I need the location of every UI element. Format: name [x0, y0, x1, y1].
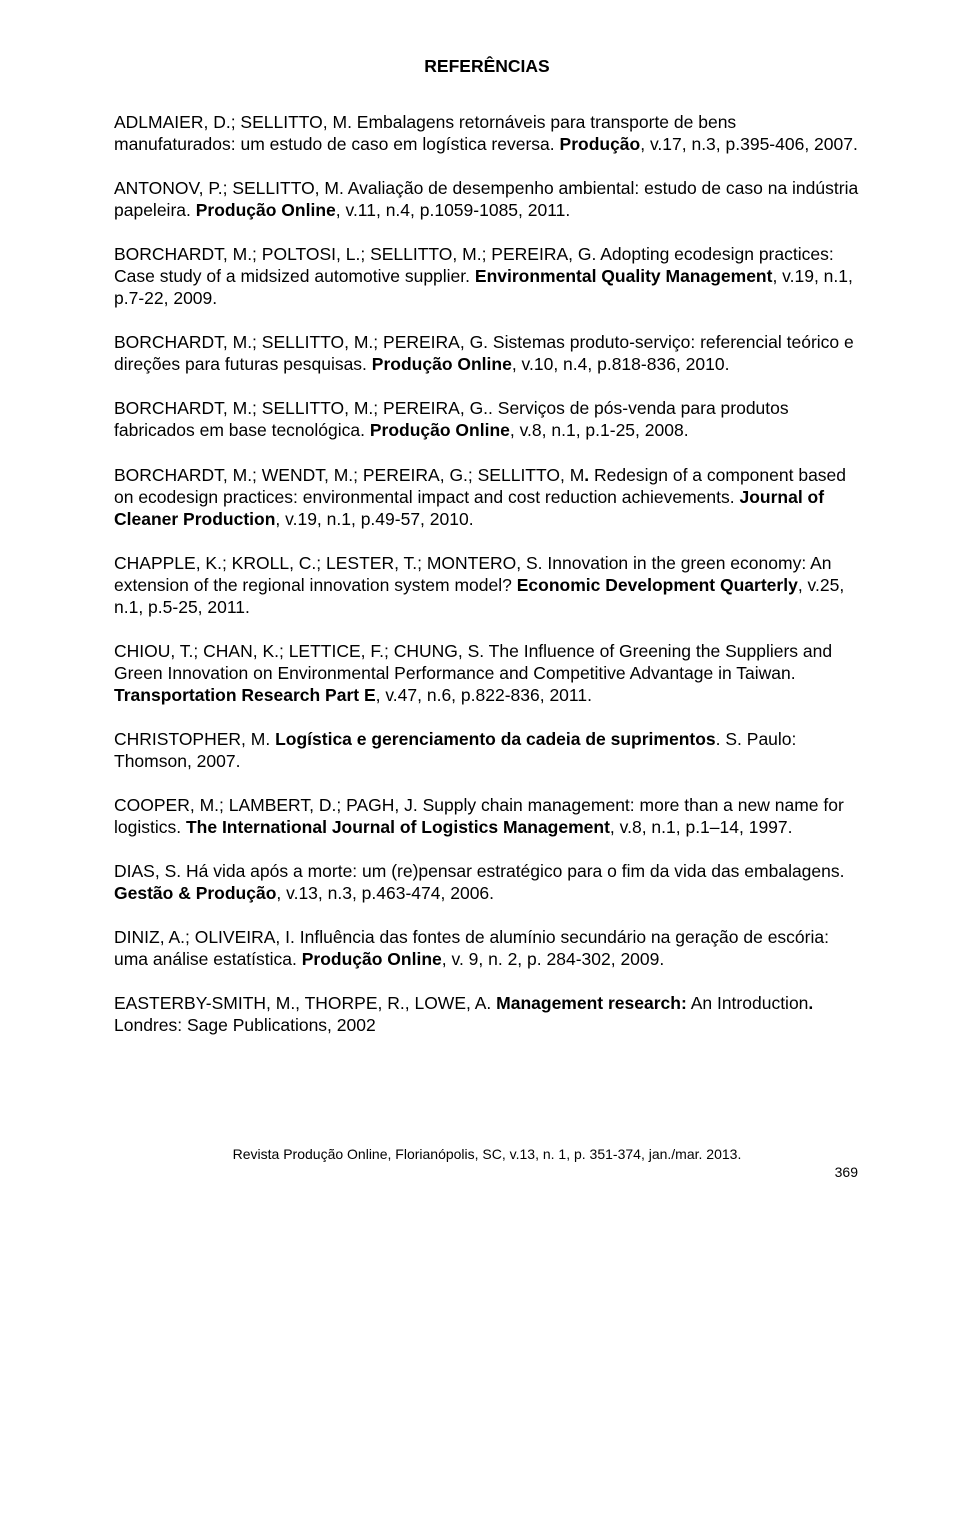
footer-journal: Revista Produção Online, Florianópolis, …: [114, 1146, 860, 1162]
reference-entry: BORCHARDT, M.; POLTOSI, L.; SELLITTO, M.…: [114, 243, 860, 309]
reference-entry: CHRISTOPHER, M. Logística e gerenciament…: [114, 728, 860, 772]
reference-entry: BORCHARDT, M.; WENDT, M.; PEREIRA, G.; S…: [114, 464, 860, 530]
reference-entry: CHAPPLE, K.; KROLL, C.; LESTER, T.; MONT…: [114, 552, 860, 618]
reference-entry: ANTONOV, P.; SELLITTO, M. Avaliação de d…: [114, 177, 860, 221]
reference-entry: COOPER, M.; LAMBERT, D.; PAGH, J. Supply…: [114, 794, 860, 838]
reference-entry: EASTERBY-SMITH, M., THORPE, R., LOWE, A.…: [114, 992, 860, 1036]
reference-entry: BORCHARDT, M.; SELLITTO, M.; PEREIRA, G.…: [114, 331, 860, 375]
reference-entry: ADLMAIER, D.; SELLITTO, M. Embalagens re…: [114, 111, 860, 155]
reference-entry: BORCHARDT, M.; SELLITTO, M.; PEREIRA, G.…: [114, 397, 860, 441]
reference-entry: CHIOU, T.; CHAN, K.; LETTICE, F.; CHUNG,…: [114, 640, 860, 706]
section-title: REFERÊNCIAS: [114, 56, 860, 77]
reference-entry: DIAS, S. Há vida após a morte: um (re)pe…: [114, 860, 860, 904]
page-footer: Revista Produção Online, Florianópolis, …: [114, 1146, 860, 1180]
page-container: REFERÊNCIAS ADLMAIER, D.; SELLITTO, M. E…: [0, 0, 960, 1220]
footer-page-number: 369: [114, 1164, 860, 1180]
reference-entry: DINIZ, A.; OLIVEIRA, I. Influência das f…: [114, 926, 860, 970]
